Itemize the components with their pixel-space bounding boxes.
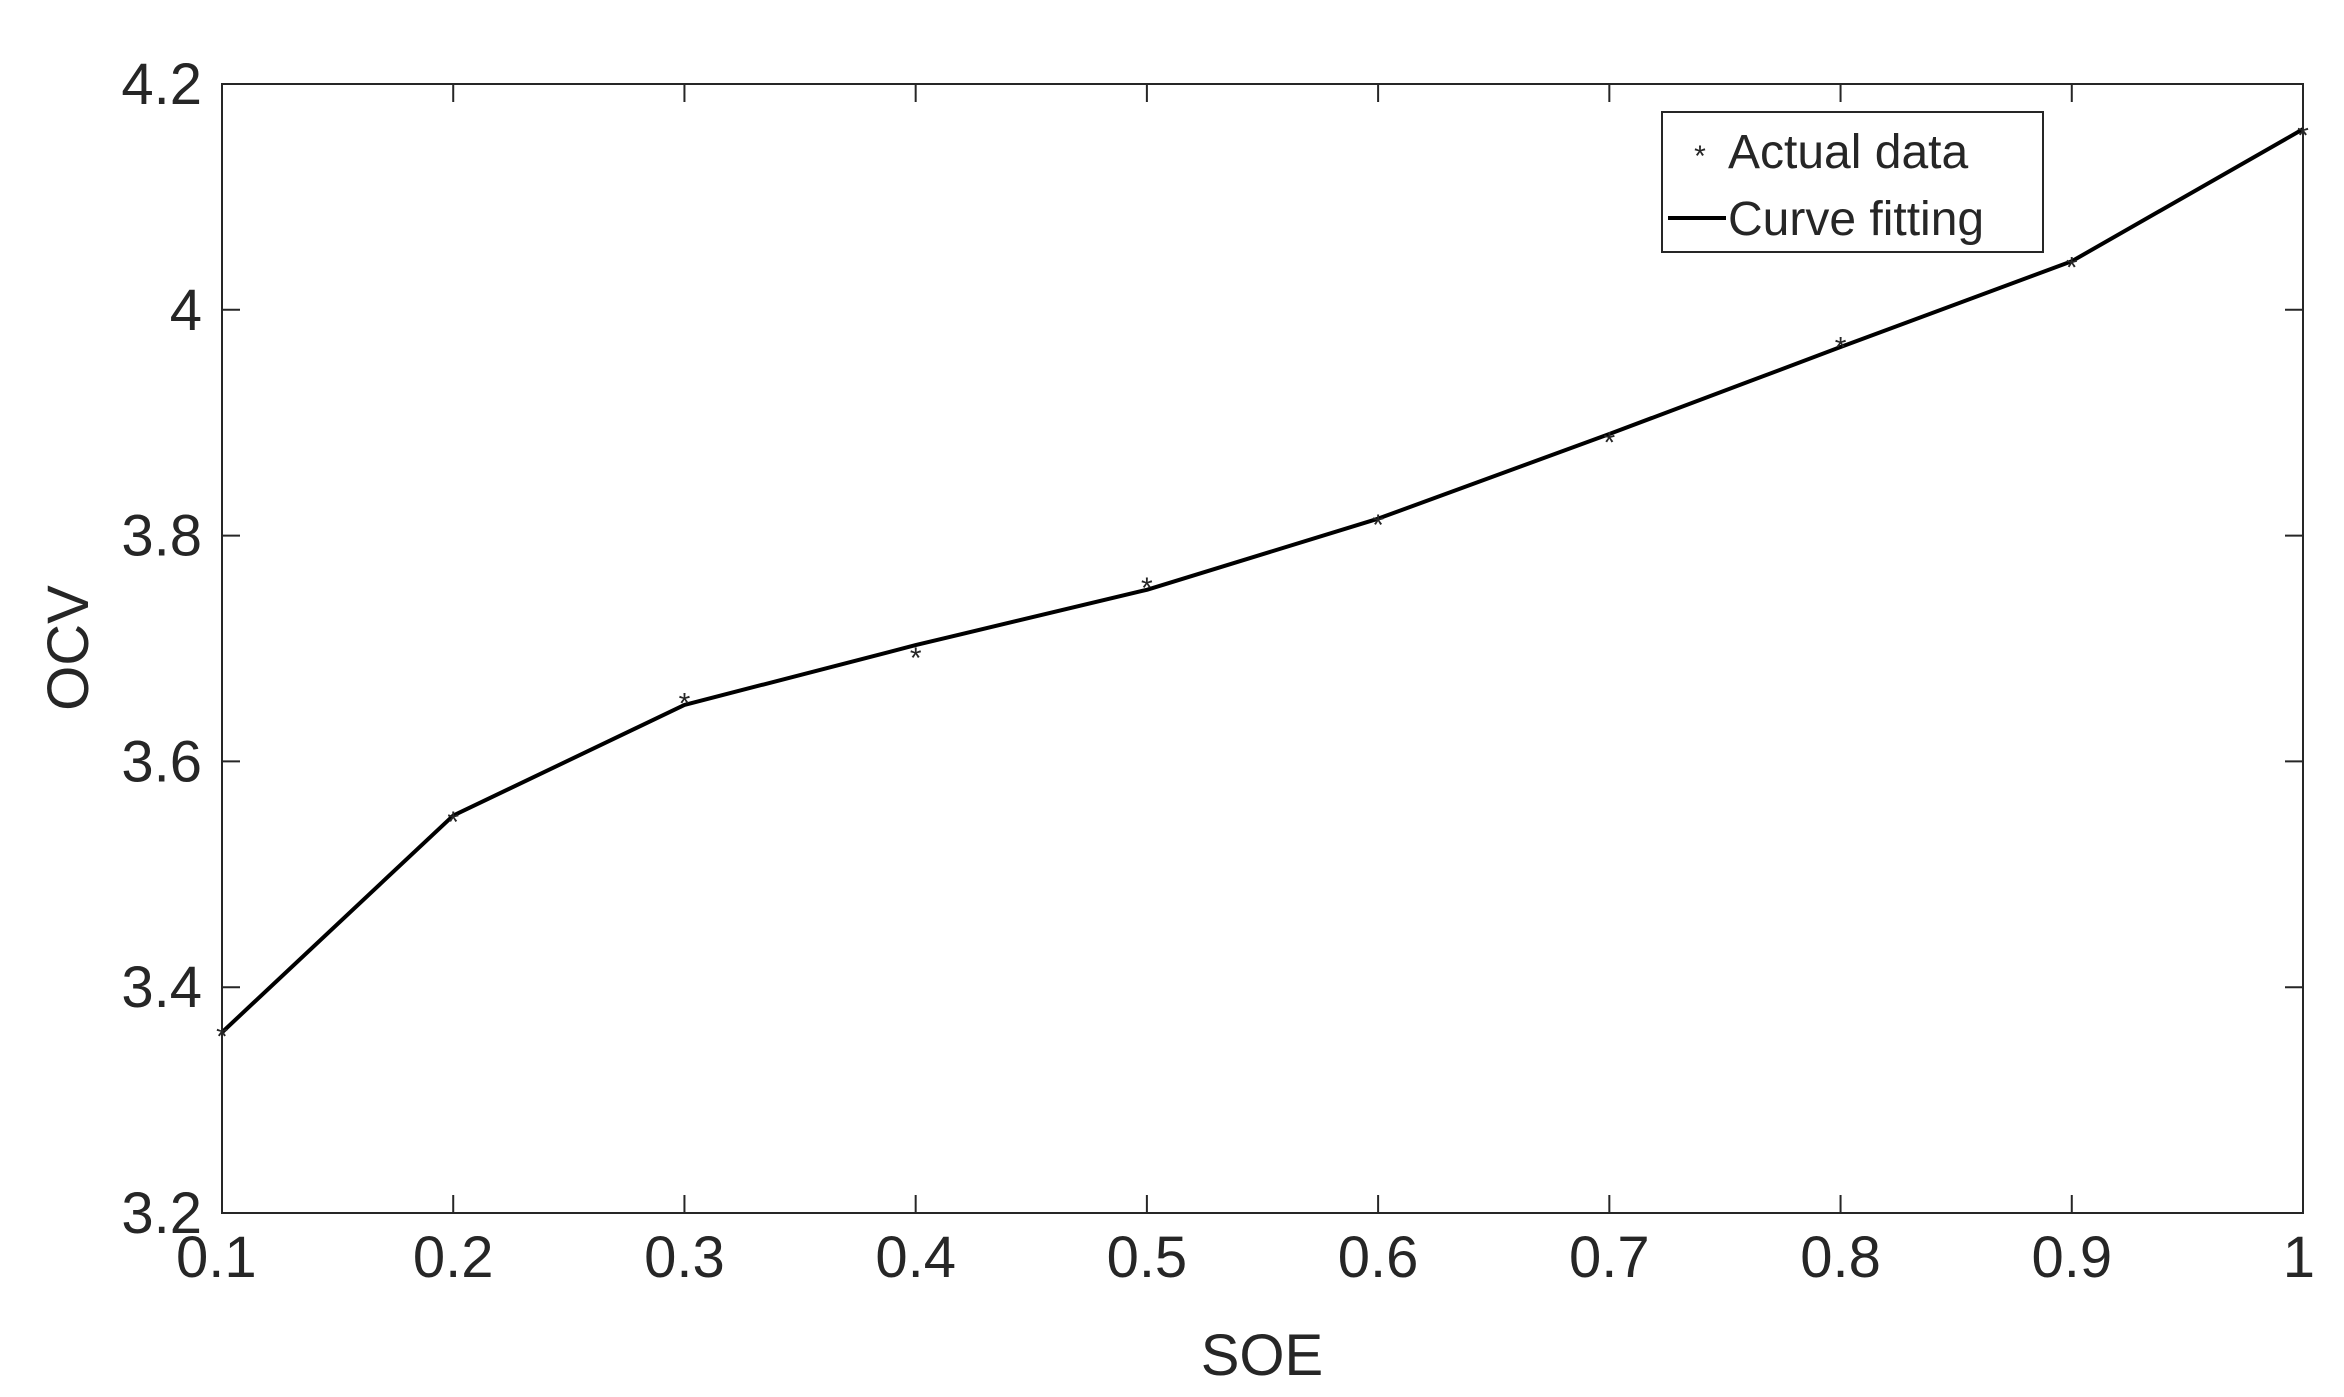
legend-label-fit: Curve fitting bbox=[1728, 193, 1984, 246]
x-axis-label: SOE bbox=[1201, 1323, 1324, 1388]
data-point-actual: * bbox=[1603, 427, 1615, 460]
x-tick-label: 0.8 bbox=[1800, 1225, 1881, 1290]
x-tick-label: 0.3 bbox=[644, 1225, 725, 1290]
y-tick-label: 4.2 bbox=[121, 52, 202, 117]
legend: * Actual data Curve fitting bbox=[1661, 111, 2044, 253]
x-tick-label: 1 bbox=[2283, 1225, 2315, 1290]
y-tick-label: 3.2 bbox=[121, 1181, 202, 1246]
data-point-actual: * bbox=[1372, 509, 1384, 542]
data-point-actual: * bbox=[216, 1020, 228, 1053]
data-point-actual: * bbox=[910, 642, 922, 675]
x-tick-label: 0.6 bbox=[1338, 1225, 1419, 1290]
data-point-actual: * bbox=[1835, 332, 1847, 365]
x-tick-label: 0.7 bbox=[1569, 1225, 1650, 1290]
data-point-actual: * bbox=[2066, 252, 2078, 285]
x-axis-ticks: 0.1 0.2 0.3 0.4 0.5 0.6 0.7 0.8 0.9 1 bbox=[176, 84, 2315, 1290]
data-point-actual: * bbox=[2297, 119, 2309, 152]
y-tick-label: 3.6 bbox=[121, 729, 202, 794]
y-tick-label: 3.8 bbox=[121, 504, 202, 569]
data-point-actual: * bbox=[447, 806, 459, 839]
y-tick-label: 4 bbox=[170, 278, 202, 343]
series-layer: * * * * * * * * * * bbox=[216, 119, 2309, 1053]
x-tick-label: 0.4 bbox=[875, 1225, 956, 1290]
data-point-actual: * bbox=[1141, 572, 1153, 605]
x-tick-label: 0.1 bbox=[176, 1225, 257, 1290]
y-axis-ticks: 3.2 3.4 3.6 3.8 4 4.2 bbox=[121, 52, 2303, 1246]
legend-label-actual: Actual data bbox=[1728, 126, 1968, 179]
legend-marker-icon: * bbox=[1694, 140, 1706, 173]
x-tick-label: 0.5 bbox=[1107, 1225, 1188, 1290]
series-line-curve-fitting bbox=[220, 127, 2304, 1034]
x-tick-label: 0.9 bbox=[2031, 1225, 2112, 1290]
y-axis-label: OCV bbox=[36, 585, 101, 711]
x-tick-label: 0.2 bbox=[413, 1225, 494, 1290]
data-point-actual: * bbox=[679, 687, 691, 720]
y-tick-label: 3.4 bbox=[121, 955, 202, 1020]
plot-area bbox=[221, 83, 2304, 1214]
legend-box bbox=[1661, 111, 2044, 253]
